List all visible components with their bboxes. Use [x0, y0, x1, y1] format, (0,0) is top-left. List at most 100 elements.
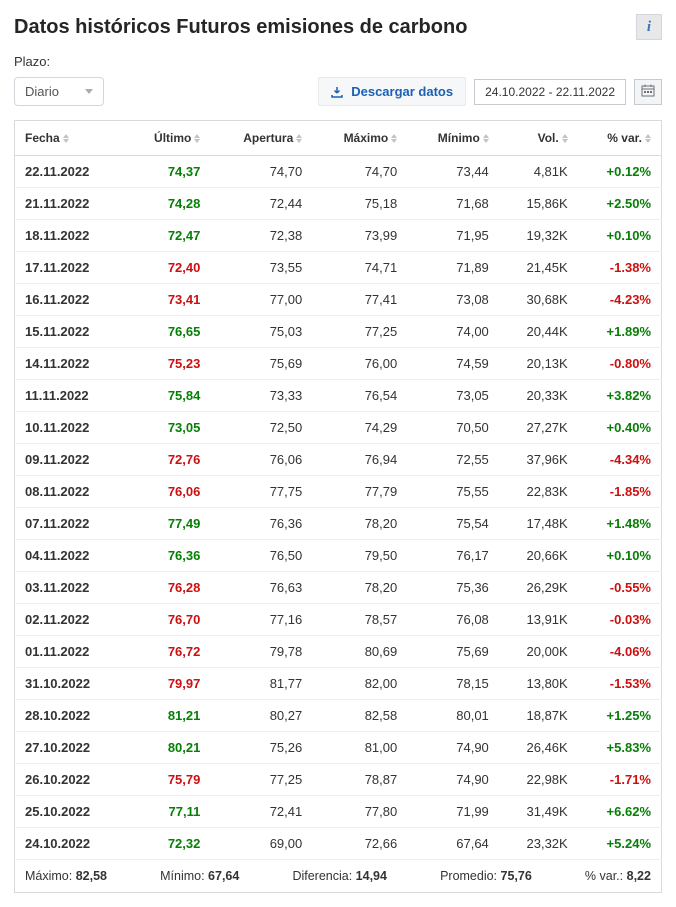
column-header[interactable]: % var. [578, 121, 662, 156]
table-row: 03.11.202276,2876,6378,2075,3626,29K-0.5… [15, 572, 662, 604]
cell-fecha: 01.11.2022 [15, 636, 125, 668]
cell-fecha: 16.11.2022 [15, 284, 125, 316]
download-icon [331, 86, 343, 98]
cell-var: +0.12% [578, 156, 662, 188]
cell-var: -4.06% [578, 636, 662, 668]
cell-fecha: 18.11.2022 [15, 220, 125, 252]
cell-apertura: 72,41 [210, 796, 312, 828]
cell-var: -0.55% [578, 572, 662, 604]
sort-icon [63, 134, 69, 143]
period-select[interactable]: Diario [14, 77, 104, 106]
cell-apertura: 75,69 [210, 348, 312, 380]
table-row: 26.10.202275,7977,2578,8774,9022,98K-1.7… [15, 764, 662, 796]
summary-max: Máximo: 82,58 [25, 869, 107, 883]
cell-vol: 20,13K [499, 348, 578, 380]
sort-icon [391, 134, 397, 143]
cell-ultimo: 80,21 [125, 732, 211, 764]
cell-minimo: 71,68 [407, 188, 499, 220]
calendar-button[interactable] [634, 79, 662, 105]
info-button[interactable]: i [636, 14, 662, 40]
cell-ultimo: 72,47 [125, 220, 211, 252]
table-row: 16.11.202273,4177,0077,4173,0830,68K-4.2… [15, 284, 662, 316]
cell-var: +5.83% [578, 732, 662, 764]
column-header[interactable]: Fecha [15, 121, 125, 156]
cell-vol: 15,86K [499, 188, 578, 220]
cell-var: +1.25% [578, 700, 662, 732]
summary-min: Mínimo: 67,64 [160, 869, 239, 883]
summary-var: % var.: 8,22 [585, 869, 651, 883]
table-row: 27.10.202280,2175,2681,0074,9026,46K+5.8… [15, 732, 662, 764]
cell-maximo: 74,71 [312, 252, 407, 284]
cell-fecha: 22.11.2022 [15, 156, 125, 188]
download-label: Descargar datos [351, 84, 453, 99]
cell-var: -1.85% [578, 476, 662, 508]
cell-var: -1.38% [578, 252, 662, 284]
cell-maximo: 78,20 [312, 508, 407, 540]
cell-minimo: 71,99 [407, 796, 499, 828]
table-row: 31.10.202279,9781,7782,0078,1513,80K-1.5… [15, 668, 662, 700]
table-row: 09.11.202272,7676,0676,9472,5537,96K-4.3… [15, 444, 662, 476]
cell-var: -1.53% [578, 668, 662, 700]
cell-minimo: 75,54 [407, 508, 499, 540]
cell-minimo: 71,89 [407, 252, 499, 284]
column-header[interactable]: Máximo [312, 121, 407, 156]
sort-icon [645, 134, 651, 143]
cell-ultimo: 73,05 [125, 412, 211, 444]
table-row: 15.11.202276,6575,0377,2574,0020,44K+1.8… [15, 316, 662, 348]
cell-var: -4.34% [578, 444, 662, 476]
cell-fecha: 10.11.2022 [15, 412, 125, 444]
cell-minimo: 74,90 [407, 732, 499, 764]
summary-avg: Promedio: 75,76 [440, 869, 532, 883]
cell-vol: 21,45K [499, 252, 578, 284]
cell-ultimo: 77,49 [125, 508, 211, 540]
download-button[interactable]: Descargar datos [318, 77, 466, 106]
table-row: 02.11.202276,7077,1678,5776,0813,91K-0.0… [15, 604, 662, 636]
cell-ultimo: 73,41 [125, 284, 211, 316]
cell-minimo: 78,15 [407, 668, 499, 700]
table-row: 07.11.202277,4976,3678,2075,5417,48K+1.4… [15, 508, 662, 540]
date-range-input[interactable]: 24.10.2022 - 22.11.2022 [474, 79, 626, 105]
table-row: 24.10.202272,3269,0072,6667,6423,32K+5.2… [15, 828, 662, 860]
cell-apertura: 77,75 [210, 476, 312, 508]
column-header[interactable]: Vol. [499, 121, 578, 156]
cell-vol: 20,44K [499, 316, 578, 348]
cell-minimo: 72,55 [407, 444, 499, 476]
cell-minimo: 71,95 [407, 220, 499, 252]
cell-minimo: 73,08 [407, 284, 499, 316]
cell-ultimo: 75,23 [125, 348, 211, 380]
cell-var: +3.82% [578, 380, 662, 412]
cell-maximo: 75,18 [312, 188, 407, 220]
column-header-label: % var. [607, 131, 642, 145]
cell-fecha: 02.11.2022 [15, 604, 125, 636]
cell-ultimo: 76,72 [125, 636, 211, 668]
cell-vol: 30,68K [499, 284, 578, 316]
cell-fecha: 25.10.2022 [15, 796, 125, 828]
cell-minimo: 74,59 [407, 348, 499, 380]
cell-vol: 22,98K [499, 764, 578, 796]
cell-minimo: 76,08 [407, 604, 499, 636]
page-title: Datos históricos Futuros emisiones de ca… [14, 16, 467, 39]
calendar-icon [641, 84, 655, 100]
cell-vol: 13,91K [499, 604, 578, 636]
cell-ultimo: 76,65 [125, 316, 211, 348]
column-header-label: Vol. [538, 131, 559, 145]
cell-var: -0.03% [578, 604, 662, 636]
column-header[interactable]: Último [125, 121, 211, 156]
cell-vol: 26,29K [499, 572, 578, 604]
column-header[interactable]: Apertura [210, 121, 312, 156]
cell-minimo: 73,44 [407, 156, 499, 188]
table-row: 18.11.202272,4772,3873,9971,9519,32K+0.1… [15, 220, 662, 252]
cell-var: -1.71% [578, 764, 662, 796]
cell-minimo: 67,64 [407, 828, 499, 860]
table-row: 14.11.202275,2375,6976,0074,5920,13K-0.8… [15, 348, 662, 380]
cell-apertura: 69,00 [210, 828, 312, 860]
column-header-label: Máximo [344, 131, 389, 145]
cell-vol: 20,33K [499, 380, 578, 412]
column-header[interactable]: Mínimo [407, 121, 499, 156]
cell-vol: 4,81K [499, 156, 578, 188]
cell-minimo: 75,36 [407, 572, 499, 604]
cell-minimo: 75,69 [407, 636, 499, 668]
cell-fecha: 17.11.2022 [15, 252, 125, 284]
cell-fecha: 24.10.2022 [15, 828, 125, 860]
sort-icon [483, 134, 489, 143]
